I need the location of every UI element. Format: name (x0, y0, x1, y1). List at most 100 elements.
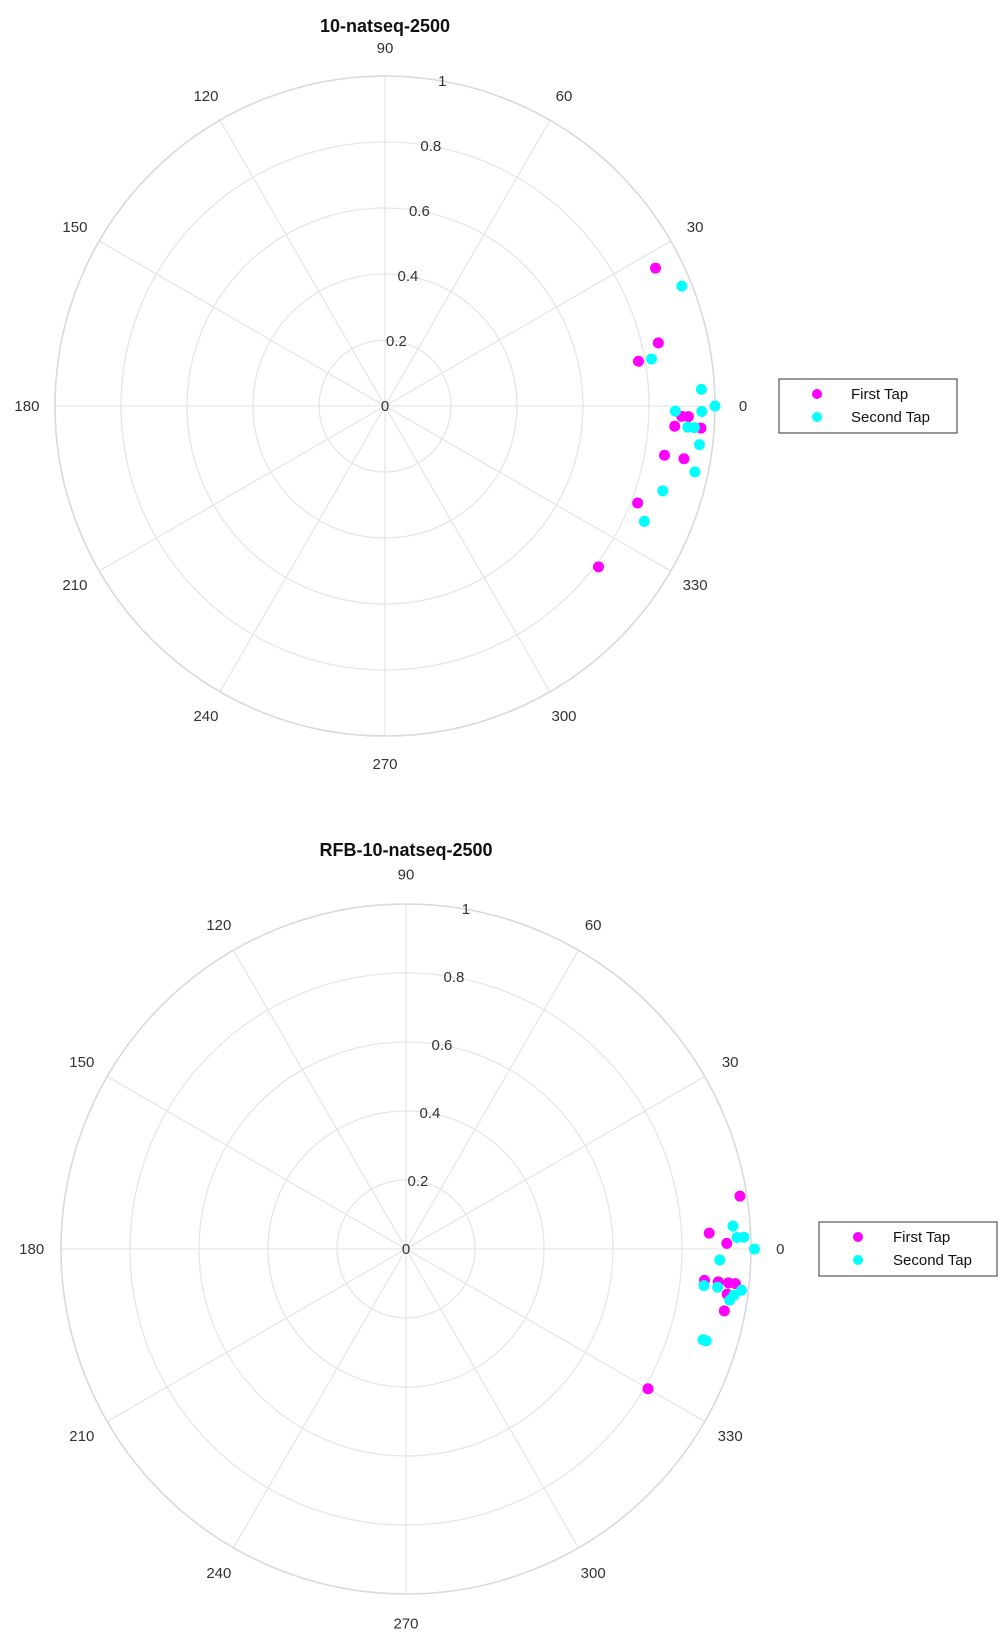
second-tap-point (731, 1231, 743, 1243)
theta-tick-label: 180 (19, 1241, 44, 1258)
theta-tick-label: 210 (62, 577, 87, 594)
spoke-300 (405, 1248, 580, 1549)
second-tap-point (724, 1294, 736, 1306)
legend-box (818, 1221, 998, 1277)
first-tap-point (652, 337, 664, 349)
theta-tick-label: 90 (377, 40, 394, 57)
spoke-150 (98, 240, 386, 407)
second-tap-point (693, 439, 705, 451)
second-tap-point (676, 280, 688, 292)
spoke-60 (384, 119, 551, 407)
first-tap-point (718, 1305, 730, 1317)
first-tap-point (632, 355, 644, 367)
theta-tick-label: 300 (581, 1565, 606, 1582)
first-tap-point (592, 561, 604, 573)
chart-title: 10-natseq-2500 (320, 16, 450, 36)
second-tap-point (698, 1280, 710, 1292)
first-tap-point (658, 449, 670, 461)
theta-tick-label: 330 (718, 1428, 743, 1445)
second-tap-point (695, 383, 707, 395)
theta-tick-label: 150 (69, 1054, 94, 1071)
theta-tick-label: 240 (206, 1565, 231, 1582)
legend-box (778, 378, 958, 434)
ring-0.8 (120, 141, 650, 671)
first-tap-point (703, 1227, 715, 1239)
second-tap-point (645, 353, 657, 365)
spoke-120 (232, 949, 407, 1250)
theta-tick-label: 270 (372, 756, 397, 773)
r-tick-label: 0.8 (420, 138, 441, 155)
first-tap-point (632, 497, 644, 509)
polar-chart-top-svg: 10-natseq-2500 0 30 60 90 120 150 180 210 240 270… (14, 16, 958, 773)
theta-tick-label: 120 (193, 88, 218, 105)
legend-first-tap-marker (812, 389, 822, 399)
ring-0.4 (267, 1110, 545, 1388)
second-tap-point (688, 422, 700, 434)
first-tap-point (642, 1383, 654, 1395)
legend-second-tap-marker (853, 1255, 863, 1265)
second-tap-point (727, 1220, 739, 1232)
spoke-240 (232, 1248, 407, 1549)
first-tap-point (682, 411, 694, 423)
ring-0.6 (198, 1041, 614, 1457)
ring-0.4 (252, 273, 518, 539)
theta-tick-label: 60 (556, 88, 573, 105)
spoke-120 (219, 119, 386, 407)
spoke-330 (405, 1248, 706, 1423)
theta-tick-label: 30 (722, 1054, 739, 1071)
legend-second-tap-label: Second Tap (851, 409, 930, 426)
ring-0.2 (318, 339, 452, 473)
spoke-150 (106, 1075, 407, 1250)
r-tick-label: 0 (402, 1241, 410, 1258)
second-tap-point (700, 1335, 712, 1347)
theta-tick-label: 30 (687, 219, 704, 236)
legend-first-tap-label: First Tap (851, 386, 908, 403)
r-tick-label: 0.6 (432, 1037, 453, 1054)
second-tap-point (709, 400, 721, 412)
polar-chart-bottom-svg: RFB-10-natseq-2500 0 30 60 90 120 150 180 210 24… (19, 840, 998, 1632)
ring-0.6 (186, 207, 584, 605)
r-tick-label: 0 (381, 398, 389, 415)
spoke-30 (405, 1075, 706, 1250)
r-tick-label: 0.4 (420, 1105, 441, 1122)
legend-second-tap-marker (812, 412, 822, 422)
first-tap-point (734, 1190, 746, 1202)
theta-tick-label: 60 (585, 917, 602, 934)
legend: First Tap Second Tap (778, 378, 958, 434)
theta-tick-label: 240 (193, 708, 218, 725)
theta-tick-label: 150 (62, 219, 87, 236)
first-tap-point (650, 262, 662, 274)
theta-tick-label: 330 (683, 577, 708, 594)
first-tap-point (678, 453, 690, 465)
theta-tick-label: 120 (206, 917, 231, 934)
theta-tick-label: 0 (776, 1241, 784, 1258)
legend-second-tap-label: Second Tap (893, 1252, 972, 1269)
second-tap-point (714, 1254, 726, 1266)
spoke-210 (106, 1248, 407, 1423)
r-tick-label: 0.2 (386, 333, 407, 350)
first-tap-point (721, 1237, 733, 1249)
r-tick-label: 0.4 (397, 268, 418, 285)
theta-tick-label: 210 (69, 1428, 94, 1445)
theta-tick-label: 270 (393, 1615, 418, 1632)
spoke-330 (384, 405, 672, 572)
second-tap-point (669, 405, 681, 417)
theta-tick-label: 0 (739, 398, 747, 415)
legend-first-tap-marker (853, 1232, 863, 1242)
r-tick-label: 0.8 (443, 969, 464, 986)
second-tap-point (638, 515, 650, 527)
spoke-300 (384, 405, 551, 693)
second-tap-point (696, 406, 708, 418)
spoke-60 (405, 949, 580, 1250)
spoke-210 (98, 405, 386, 572)
r-tick-label: 1 (438, 73, 446, 90)
legend: First Tap Second Tap (818, 1221, 998, 1277)
r-tick-label: 1 (462, 901, 470, 918)
first-tap-point (669, 420, 681, 432)
spoke-240 (219, 405, 386, 693)
polar-chart-top: 10-natseq-2500 0 30 60 90 120 150 180 210 240 270… (14, 16, 958, 773)
second-tap-point (657, 485, 669, 497)
chart-title: RFB-10-natseq-2500 (319, 840, 492, 860)
second-tap-point (748, 1243, 760, 1255)
second-tap-point (689, 466, 701, 478)
